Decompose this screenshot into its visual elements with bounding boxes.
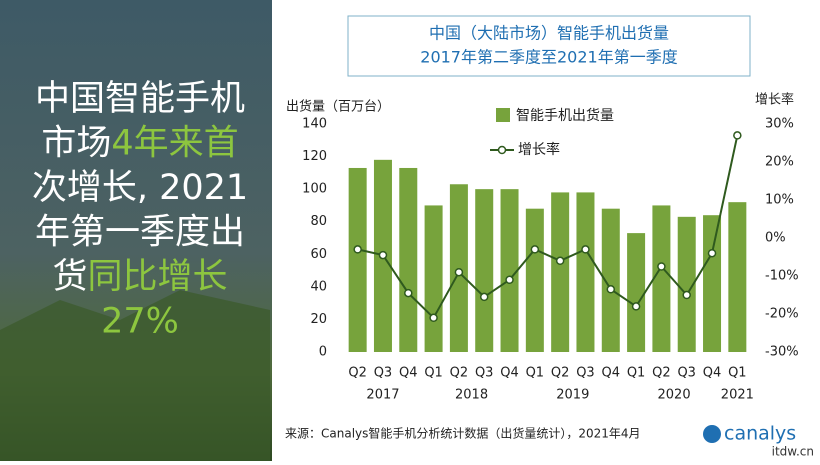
y-tick-label: 20 <box>310 312 327 327</box>
y-tick-label: 0 <box>319 345 327 360</box>
bar <box>601 208 620 352</box>
y-tick-label: 60 <box>310 247 327 262</box>
x-tick-label: Q4 <box>703 366 722 381</box>
growth-line <box>357 135 739 320</box>
growth-marker <box>606 285 616 294</box>
headline-segment: 市场 <box>41 124 111 164</box>
x-tick-label: Q1 <box>526 366 545 381</box>
growth-marker <box>631 302 641 311</box>
bar <box>475 189 494 352</box>
y2-tick-label: -20% <box>765 307 799 322</box>
growth-marker <box>353 245 362 254</box>
mountains <box>0 290 270 461</box>
bar <box>728 202 747 352</box>
bar <box>677 216 696 352</box>
x-tick-label: Q3 <box>576 366 595 381</box>
growth-marker <box>581 245 590 254</box>
headline-segment: 次增长, 2021 <box>32 168 248 208</box>
bar <box>399 167 418 352</box>
x-tick-label: Q2 <box>450 366 469 381</box>
y-tick-label: 120 <box>302 149 327 164</box>
y-tick-label: 140 <box>302 117 327 132</box>
growth-marker <box>505 275 514 285</box>
legend-swatch <box>497 145 507 155</box>
x-tick-label: Q1 <box>424 366 443 381</box>
headline-line: 年第一季度出 <box>35 213 245 253</box>
watermark: itdw.cn <box>772 445 814 459</box>
headline-line: 中国智能手机 <box>35 79 245 119</box>
x-tick-label: Q4 <box>500 366 519 381</box>
year-label: 2019 <box>556 388 589 403</box>
y2-tick-label: -10% <box>765 269 799 284</box>
year-label: 2017 <box>366 388 399 403</box>
legend-label: 智能手机出货量 <box>516 107 614 124</box>
headline-segment: 同比增长 <box>88 257 228 297</box>
growth-marker <box>707 248 717 258</box>
y2-tick-label: 0% <box>765 231 786 246</box>
chart-title: 中国（大陆市场）智能手机出货量 <box>429 24 669 43</box>
growth-marker <box>530 245 540 254</box>
logo: canalys <box>724 423 796 445</box>
growth-marker <box>479 292 489 302</box>
y2-tick-label: 30% <box>765 117 794 132</box>
bar <box>576 192 595 352</box>
headline-line: 货同比增长 <box>52 257 227 297</box>
x-tick-label: Q1 <box>627 366 646 381</box>
bar <box>348 167 367 352</box>
bar <box>703 215 722 352</box>
legend-swatch <box>496 108 510 122</box>
headline-line: 市场4年来首 <box>41 124 238 164</box>
x-tick-label: Q3 <box>374 366 393 381</box>
y-tick-label: 40 <box>310 279 327 294</box>
legend-label: 增长率 <box>518 141 560 158</box>
y2-tick-label: 10% <box>765 193 794 208</box>
y-tick-label: 100 <box>302 182 327 197</box>
x-tick-label: Q4 <box>399 366 418 381</box>
y-tick-label: 80 <box>310 214 327 229</box>
growth-marker <box>555 256 565 266</box>
headline-segment: 中国智能手机 <box>35 79 245 119</box>
x-tick-label: Q3 <box>677 366 696 381</box>
x-tick-label: Q4 <box>602 366 621 381</box>
x-tick-label: Q2 <box>652 366 671 381</box>
headline-segment: 年第一季度出 <box>35 213 245 253</box>
source-note: 来源：Canalys智能手机分析统计数据（出货量统计），2021年4月 <box>285 426 641 441</box>
x-tick-label: Q1 <box>728 366 747 381</box>
plot: 0 20 40 60 80 100 120 140 -30% -20% -10% 0% 10% 20% 30… <box>302 107 798 403</box>
growth-marker <box>682 290 691 300</box>
y2-tick-label: 20% <box>765 155 794 170</box>
y2-axis-title: 增长率 <box>755 92 794 108</box>
bar <box>424 205 443 352</box>
x-tick-label: Q3 <box>475 366 494 381</box>
bar <box>652 205 671 352</box>
chart-subtitle: 2017年第二季度至2021年第一季度 <box>420 48 677 67</box>
bar <box>627 233 646 352</box>
headline-line: 次增长, 2021 <box>32 168 248 208</box>
bar <box>500 189 519 352</box>
y2-tick-label: -30% <box>765 345 799 360</box>
growth-marker <box>733 131 742 140</box>
headline-segment: 27% <box>101 302 179 342</box>
growth-marker <box>429 313 438 323</box>
x-tick-label: Q2 <box>348 366 367 381</box>
x-tick-label: Q2 <box>551 366 570 381</box>
growth-marker <box>657 262 666 271</box>
growth-marker <box>378 250 388 260</box>
growth-marker <box>454 267 464 277</box>
year-label: 2021 <box>721 388 754 403</box>
headline-segment: 4年来首 <box>111 124 238 164</box>
headline-line: 27% <box>101 302 179 342</box>
y-axis-title: 出货量（百万台） <box>286 99 390 115</box>
year-label: 2020 <box>658 388 691 403</box>
year-label: 2018 <box>455 388 488 403</box>
bar <box>525 208 544 352</box>
bar <box>551 192 570 352</box>
title-box <box>347 15 751 77</box>
logo-icon <box>703 425 721 443</box>
headline-segment: 货 <box>52 257 87 297</box>
growth-marker <box>404 288 413 298</box>
